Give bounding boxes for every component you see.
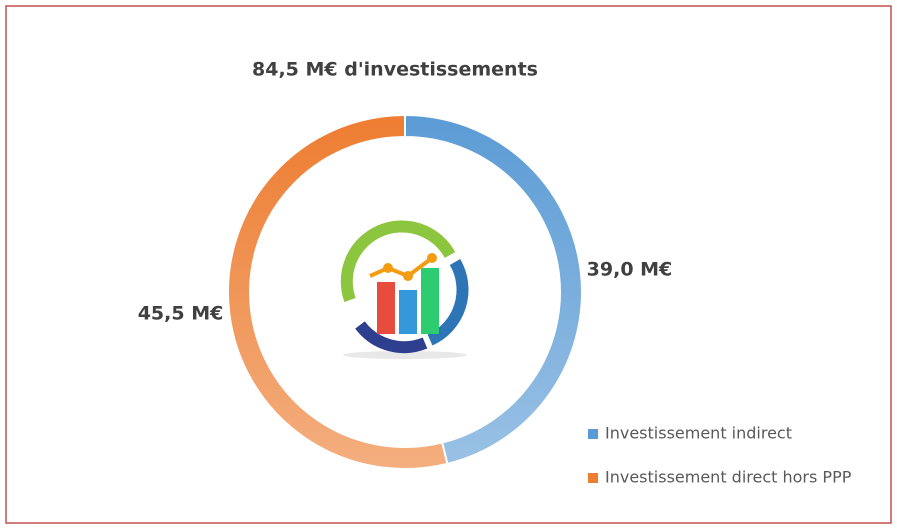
- center-icon: [340, 220, 469, 359]
- legend-label: Investissement indirect: [605, 424, 792, 443]
- value-label: 45,5 M€: [138, 303, 224, 325]
- chart-title: 84,5 M€ d'investissements: [252, 59, 538, 81]
- legend-swatch: [588, 429, 598, 439]
- legend-swatch: [588, 473, 598, 483]
- value-label: 39,0 M€: [587, 258, 673, 280]
- donut-segment: [227, 113, 449, 470]
- frame: [5, 5, 892, 524]
- legend-label: Investissement direct hors PPP: [605, 468, 852, 487]
